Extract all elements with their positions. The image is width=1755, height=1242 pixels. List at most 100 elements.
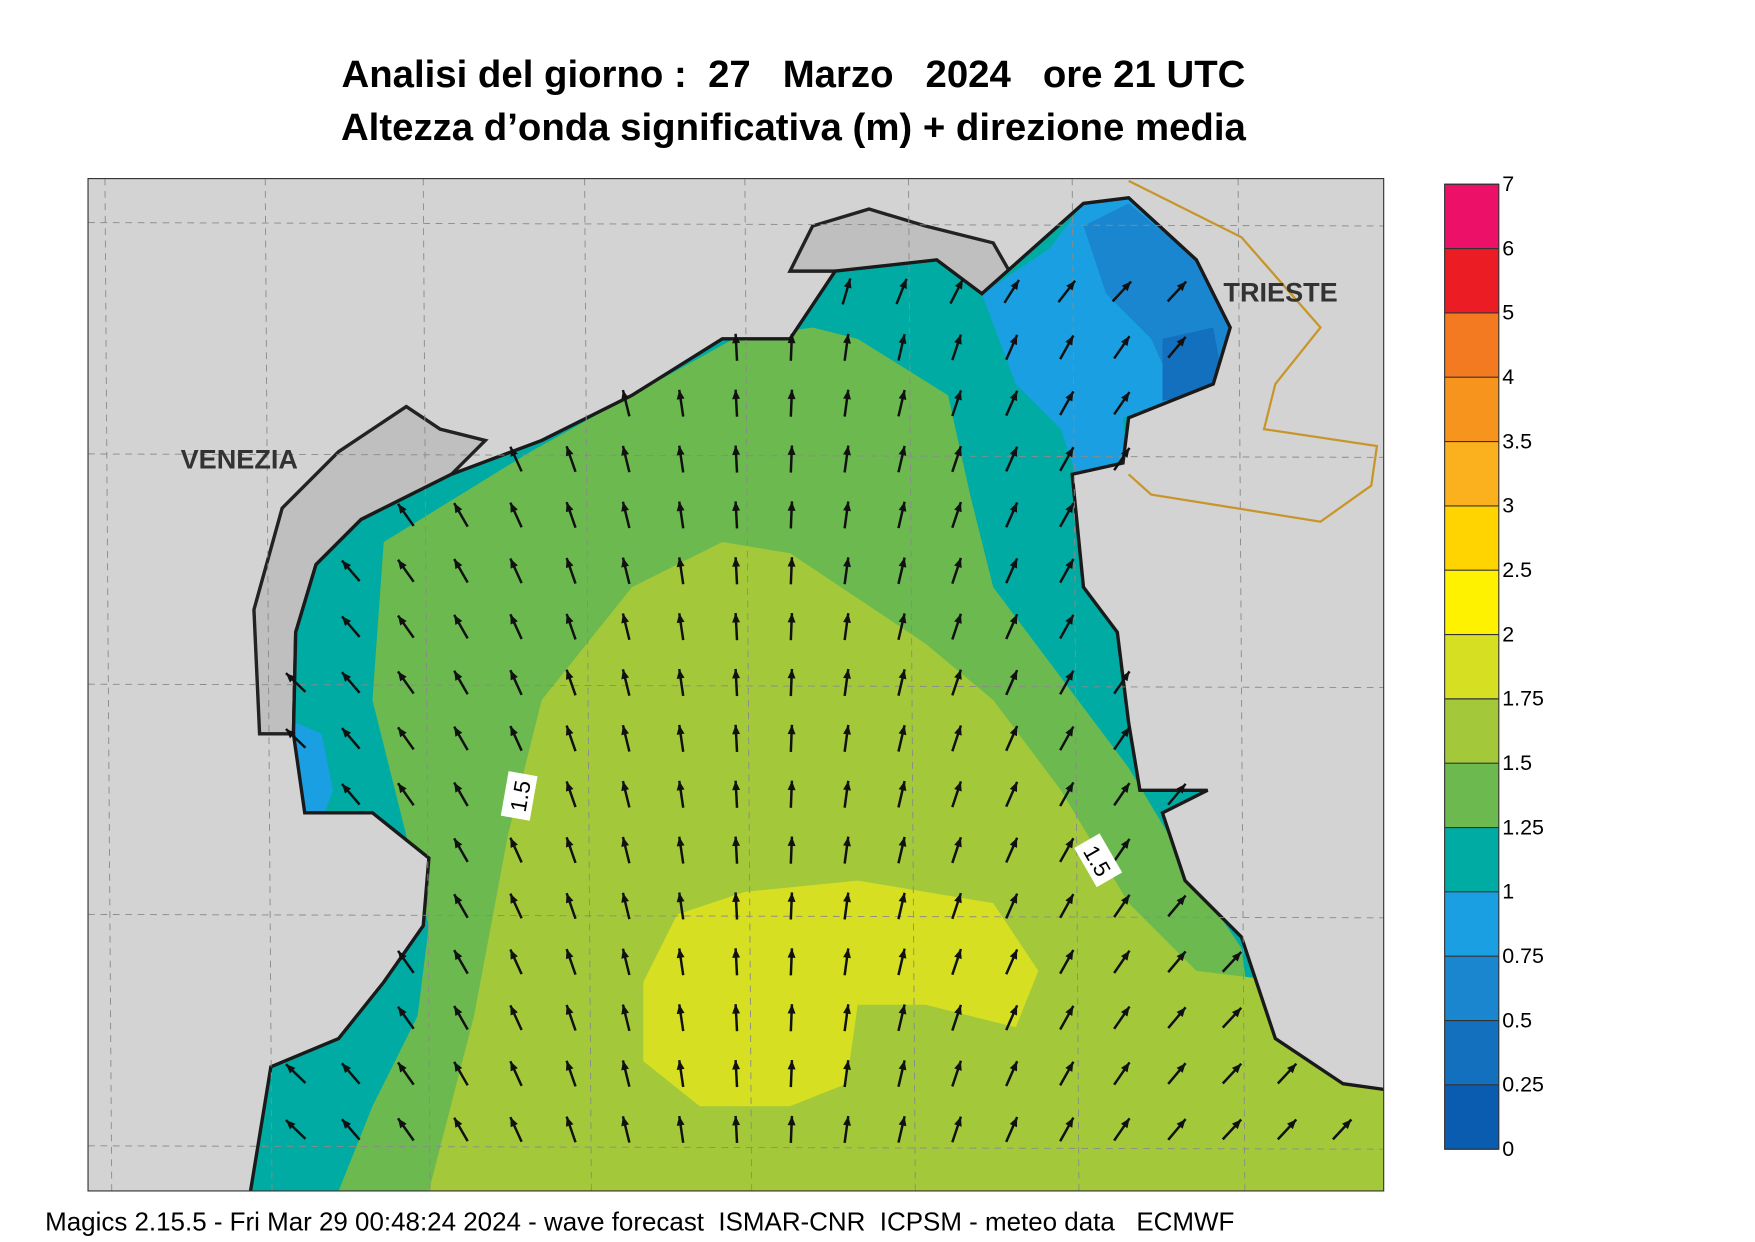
arrow-head [621, 669, 629, 680]
arrow-head [954, 557, 962, 569]
arrow-head [454, 670, 463, 681]
contour-label-text: 1.5 [506, 779, 536, 814]
title-line: Analisi del giorno : 27 Marzo 2024 ore 2… [342, 53, 1246, 96]
arrow-head [454, 503, 463, 514]
arrow-head [954, 1116, 962, 1127]
arrow-head [676, 724, 685, 735]
arrow-head [732, 836, 741, 847]
arrow-head [510, 670, 518, 681]
arrow-head [1009, 893, 1018, 904]
arrow-head [676, 780, 685, 791]
arrow-head [843, 836, 851, 847]
arrow-head [843, 557, 851, 568]
arrow-head [1065, 558, 1074, 570]
arrow-head [1120, 783, 1130, 794]
arrow-head [787, 557, 796, 567]
arrow-head [676, 613, 685, 624]
arrow-head [454, 838, 463, 849]
arrow-head [1176, 336, 1186, 347]
arrow-head [621, 1116, 629, 1127]
arrow-head [621, 1060, 629, 1071]
colorbar-bin [1444, 441, 1499, 506]
contour-label-box [500, 771, 538, 821]
colorbar-tick-label: 2.5 [1502, 558, 1532, 582]
arrow-head [898, 669, 907, 680]
colorbar-tick-label: 4 [1502, 365, 1514, 389]
arrow-head [843, 333, 851, 344]
contour-label: 1.5 [500, 771, 538, 821]
arrow-head [732, 445, 741, 456]
arrow-head [565, 446, 574, 457]
arrow-head [898, 1060, 907, 1071]
arrow-head [398, 783, 407, 794]
arrow-head [954, 502, 962, 513]
arrow-head [454, 1117, 463, 1128]
arrow-head [787, 1115, 796, 1126]
arrow-head [1065, 1005, 1074, 1016]
colorbar-tick-label: 1.5 [1502, 751, 1532, 775]
arrow-head [732, 780, 741, 791]
arrow-head [1009, 502, 1018, 513]
arrow-head [1065, 1117, 1074, 1128]
arrow-head [565, 1060, 574, 1071]
map-frame [87, 178, 1385, 1192]
arrow-head [787, 892, 796, 902]
arrow-head [1120, 1006, 1130, 1017]
arrow-head [454, 726, 463, 737]
arrow-head [398, 503, 407, 514]
arrow-head [1066, 280, 1076, 291]
arrow-head [565, 1004, 574, 1016]
arrow-head [787, 836, 796, 847]
arrow-head [732, 1004, 741, 1014]
arrow-head [898, 613, 907, 624]
arrow-head [954, 334, 962, 345]
arrow-head [621, 390, 629, 401]
colorbar-bin [1444, 248, 1499, 313]
colorbar-bin [1444, 1020, 1499, 1085]
arrow-head [1009, 837, 1018, 848]
arrow-head [454, 950, 463, 961]
arrow-head [843, 1004, 851, 1015]
arrow-head [1176, 951, 1186, 962]
arrow-head [1120, 894, 1130, 905]
map-area [88, 178, 1384, 1191]
arrow-head [1009, 670, 1018, 681]
arrow-head [898, 836, 907, 847]
colorbar-tick-label: 5 [1502, 301, 1514, 325]
arrow-head [787, 333, 796, 344]
arrow-head [510, 1061, 518, 1072]
arrow-head [1065, 503, 1074, 514]
colorbar-tick-label: 0 [1502, 1137, 1514, 1161]
arrow-head [787, 668, 796, 679]
arrow-head [1121, 281, 1132, 292]
colorbar-tick-label: 3 [1502, 494, 1514, 518]
arrow-head [898, 445, 907, 456]
arrow-head [398, 727, 407, 738]
arrow-head [676, 501, 685, 512]
arrow-head [1065, 391, 1074, 402]
place-label: TRIESTE [1223, 277, 1337, 308]
arrow-head [954, 781, 962, 792]
arrow-head [843, 1060, 851, 1070]
arrow-head [510, 558, 518, 569]
arrow-head [1065, 447, 1074, 458]
arrow-head [732, 668, 741, 679]
arrow-head [787, 780, 796, 791]
arrow-head [510, 1005, 518, 1016]
arrow-head [1176, 281, 1187, 292]
arrow-head [398, 950, 407, 961]
grid-line [88, 1145, 1384, 1150]
colorbar-tick-label: 1.75 [1502, 687, 1544, 711]
arrow-head [1120, 1118, 1130, 1129]
arrow-head [676, 948, 685, 959]
arrow-head [898, 892, 907, 903]
colorbar-bin [1444, 505, 1499, 571]
colorbar-bin [1444, 377, 1499, 442]
colorbar-bin [1444, 312, 1499, 378]
arrow-head [341, 1063, 352, 1073]
arrow-head [285, 673, 296, 683]
arrow-head [732, 892, 741, 903]
colorbar-tick-label: 0.25 [1502, 1073, 1544, 1097]
arrow-head [954, 279, 963, 290]
